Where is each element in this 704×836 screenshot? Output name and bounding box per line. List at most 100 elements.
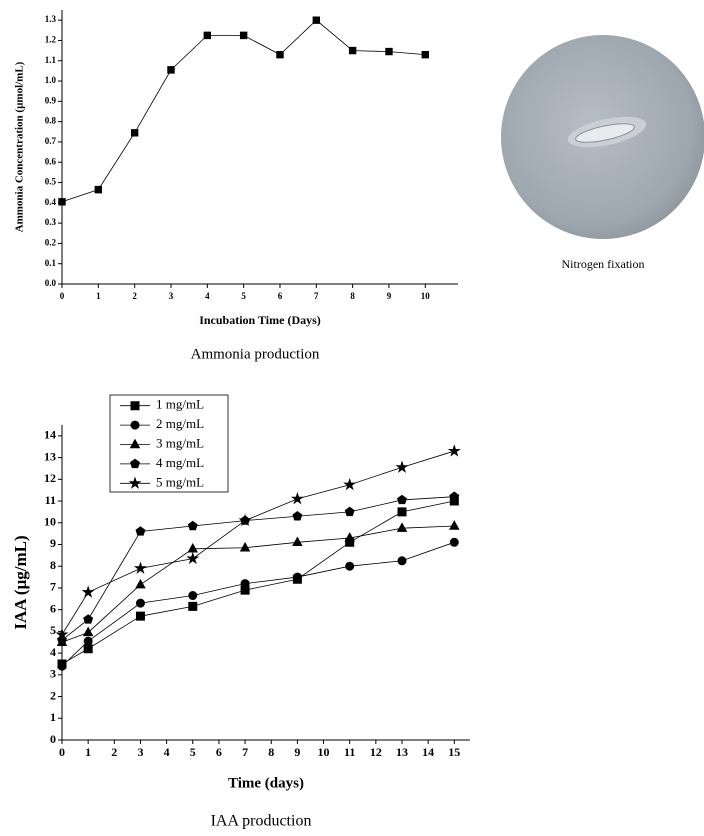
marker	[81, 585, 95, 598]
marker	[188, 591, 198, 601]
marker	[187, 542, 199, 553]
y-tick-label: 10	[44, 515, 56, 529]
x-tick-label: 12	[370, 745, 382, 759]
plate-photo	[501, 35, 704, 239]
y-tick-label: 1.1	[45, 55, 57, 65]
series-line	[61, 541, 455, 667]
marker	[449, 491, 460, 501]
marker	[396, 522, 408, 532]
x-tick-label: 11	[344, 745, 355, 759]
series-line	[61, 19, 426, 203]
y-tick-label: 13	[44, 449, 56, 463]
y-tick-label: 0.7	[45, 136, 57, 146]
x-tick-label: 9	[387, 291, 392, 301]
legend-label: 3 mg/mL	[156, 435, 204, 450]
series-line	[61, 496, 455, 641]
y-tick-label: 0.6	[45, 156, 57, 166]
x-tick-label: 7	[314, 291, 319, 301]
marker	[167, 66, 175, 74]
x-tick-label: 5	[241, 291, 246, 301]
marker	[188, 601, 198, 611]
x-tick-label: 0	[59, 745, 65, 759]
x-tick-label: 3	[169, 291, 174, 301]
chart-caption: Ammonia production	[191, 346, 320, 362]
x-tick-label: 1	[96, 291, 101, 301]
series-line	[61, 525, 455, 643]
marker	[187, 520, 198, 531]
series-line	[61, 500, 455, 665]
marker	[343, 477, 357, 491]
y-tick-label: 0.3	[45, 217, 57, 227]
marker	[128, 476, 142, 489]
marker	[421, 50, 430, 59]
x-tick-label: 6	[216, 745, 222, 759]
x-tick-label: 3	[137, 745, 143, 759]
y-axis-label: IAA (µg/mL)	[11, 535, 30, 629]
y-tick-label: 0	[50, 732, 56, 746]
y-axis-label: Ammonia Concentration (µmol/mL)	[14, 61, 26, 232]
y-tick-label: 6	[50, 601, 56, 615]
marker	[276, 50, 284, 59]
y-tick-label: 3	[50, 667, 56, 681]
marker	[397, 494, 407, 505]
marker	[130, 420, 140, 430]
marker	[312, 16, 321, 24]
marker	[55, 627, 69, 641]
marker	[385, 47, 393, 56]
marker	[82, 626, 94, 637]
chart-caption: IAA production	[211, 813, 312, 830]
marker	[447, 444, 461, 457]
x-tick-label: 10	[318, 745, 330, 759]
marker	[395, 460, 409, 473]
y-tick-label: 0.1	[45, 258, 57, 268]
marker	[83, 636, 93, 646]
marker	[135, 611, 145, 621]
marker	[135, 598, 145, 608]
legend-label: 4 mg/mL	[156, 455, 204, 470]
marker	[449, 537, 459, 547]
marker	[397, 556, 407, 566]
legend-label: 5 mg/mL	[156, 474, 204, 489]
y-tick-label: 0.0	[45, 278, 57, 288]
x-tick-label: 7	[242, 745, 248, 759]
marker	[133, 561, 147, 574]
x-tick-label: 15	[448, 745, 460, 759]
x-tick-label: 4	[205, 291, 210, 301]
y-tick-label: 4	[50, 645, 56, 659]
legend-label: 1 mg/mL	[156, 397, 204, 412]
marker	[135, 526, 146, 536]
marker	[57, 661, 67, 671]
x-tick-label: 4	[164, 745, 170, 759]
marker	[238, 513, 252, 527]
y-tick-label: 1.2	[45, 35, 57, 45]
x-tick-label: 14	[422, 745, 434, 759]
legend: 1 mg/mL 2 mg/mL 3 mg/mL 4 mg/mL 5 mg/mL	[109, 394, 229, 493]
y-tick-label: 14	[44, 428, 56, 442]
marker	[203, 31, 212, 40]
x-tick-label: 6	[278, 291, 283, 301]
marker	[449, 520, 460, 530]
x-axis-label: Incubation Time (Days)	[199, 313, 321, 327]
marker	[292, 536, 303, 547]
x-tick-label: 2	[111, 745, 117, 759]
marker	[58, 198, 66, 206]
marker	[83, 644, 93, 654]
marker	[129, 438, 141, 449]
legend-label: 2 mg/mL	[156, 416, 204, 431]
x-tick-label: 5	[190, 745, 196, 759]
y-tick-label: 2	[50, 688, 56, 702]
image-caption: Nitrogen fixation	[562, 257, 645, 271]
marker	[186, 551, 200, 565]
x-tick-label: 2	[132, 291, 137, 301]
y-tick-label: 11	[45, 493, 56, 507]
colony	[575, 123, 635, 143]
y-tick-label: 5	[50, 623, 56, 637]
y-tick-label: 7	[50, 580, 56, 594]
y-tick-label: 0.9	[45, 95, 57, 105]
marker	[83, 614, 94, 624]
marker	[130, 401, 140, 411]
marker	[292, 511, 303, 521]
marker	[240, 579, 250, 589]
marker	[397, 507, 407, 517]
